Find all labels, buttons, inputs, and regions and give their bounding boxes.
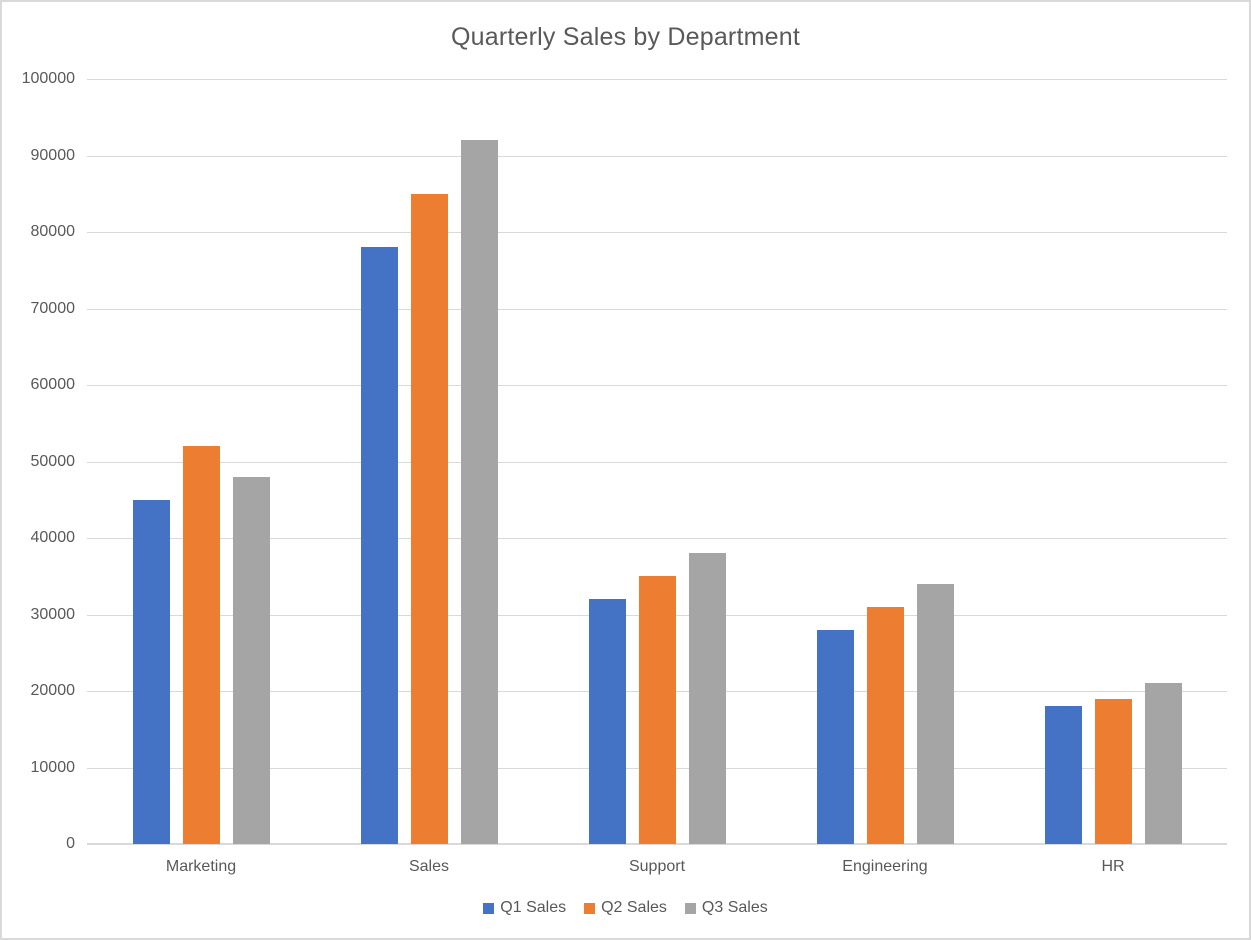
y-tick-label-10000: 10000 bbox=[30, 758, 76, 776]
bar-q1-sales-sales bbox=[360, 247, 398, 844]
legend-item-q1-sales: Q1 Sales bbox=[483, 899, 566, 917]
gridline-70000 bbox=[87, 308, 1227, 310]
bar-group-engineering bbox=[771, 79, 999, 844]
legend: Q1 Sales Q2 Sales Q3 Sales bbox=[2, 899, 1249, 917]
y-tick-label-90000: 90000 bbox=[30, 146, 76, 164]
gridline-40000 bbox=[87, 538, 1227, 539]
y-axis: 0 10000 20000 30000 40000 50000 60000 70000 8000… bbox=[2, 70, 76, 852]
bar-q3-sales-engineering bbox=[916, 583, 954, 844]
legend-marker-icon bbox=[483, 902, 495, 914]
bar-q3-sales-support bbox=[688, 553, 726, 844]
bar-q1-sales-support bbox=[588, 599, 626, 844]
plot-area bbox=[87, 79, 1227, 845]
bar-q2-sales-marketing bbox=[182, 446, 220, 844]
y-tick-label-50000: 50000 bbox=[30, 452, 76, 470]
bar-q3-sales-hr bbox=[1144, 683, 1182, 844]
bar-q1-sales-engineering bbox=[816, 629, 854, 844]
x-tick-label-hr: HR bbox=[1101, 858, 1125, 875]
gridline-80000 bbox=[87, 232, 1227, 233]
legend-label: Q3 Sales bbox=[701, 899, 768, 916]
x-tick-label-engineering: Engineering bbox=[842, 858, 928, 875]
y-tick-label-60000: 60000 bbox=[30, 376, 76, 393]
y-tick-label-70000: 70000 bbox=[30, 299, 76, 317]
x-axis: Marketing Sales Support Engineering HR bbox=[87, 858, 1227, 876]
bar-q2-sales-sales bbox=[410, 193, 448, 844]
bar-q2-sales-support bbox=[638, 576, 676, 844]
bar-group-hr bbox=[999, 79, 1227, 844]
legend-marker-icon bbox=[684, 902, 696, 914]
bar-q1-sales-marketing bbox=[132, 499, 170, 844]
gridline-50000 bbox=[87, 461, 1227, 463]
bar-q2-sales-hr bbox=[1094, 698, 1132, 844]
gridline-100000 bbox=[87, 79, 1227, 80]
bar-group-marketing bbox=[87, 79, 315, 844]
bar-q2-sales-engineering bbox=[866, 606, 904, 844]
legend-marker-icon bbox=[584, 902, 596, 914]
y-tick-label-80000: 80000 bbox=[30, 223, 76, 240]
y-tick-label-100000: 100000 bbox=[21, 70, 75, 87]
legend-item-q2-sales: Q2 Sales bbox=[584, 899, 667, 917]
legend-label: Q1 Sales bbox=[500, 899, 567, 916]
bar-group-sales bbox=[315, 79, 543, 844]
gridline-90000 bbox=[87, 155, 1227, 157]
gridline-60000 bbox=[87, 385, 1227, 386]
bar-q1-sales-hr bbox=[1044, 706, 1082, 844]
x-tick-label-sales: Sales bbox=[408, 858, 450, 875]
y-tick-label-30000: 30000 bbox=[30, 605, 76, 623]
bar-groups bbox=[87, 79, 1227, 844]
y-tick-label-20000: 20000 bbox=[30, 682, 76, 699]
x-tick-label-support: Support bbox=[628, 858, 686, 875]
bar-q3-sales-marketing bbox=[232, 476, 270, 844]
y-tick-label-0: 0 bbox=[66, 835, 75, 852]
bar-q3-sales-sales bbox=[460, 140, 498, 844]
y-tick-label-40000: 40000 bbox=[30, 529, 76, 546]
x-axis-line bbox=[87, 843, 1227, 845]
chart-title: Quarterly Sales by Department bbox=[450, 23, 800, 51]
legend-item-q3-sales: Q3 Sales bbox=[684, 899, 768, 917]
legend-label: Q2 Sales bbox=[601, 899, 667, 916]
x-tick-label-marketing: Marketing bbox=[165, 858, 237, 875]
bar-group-support bbox=[543, 79, 771, 844]
